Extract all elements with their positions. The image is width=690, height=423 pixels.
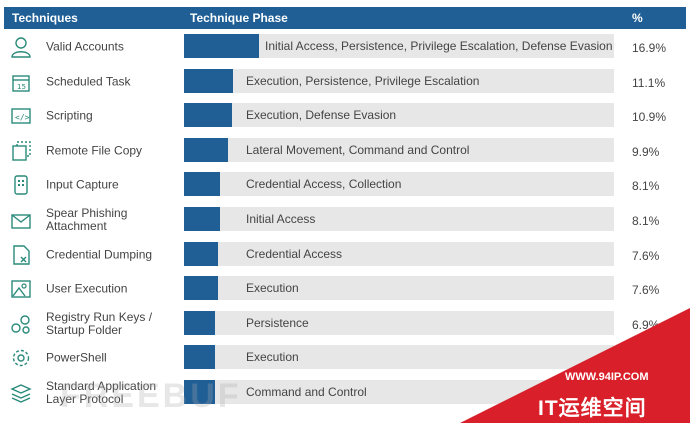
- watermark-url: WWW.94IP.COM: [565, 371, 649, 383]
- technique-phase: Persistence: [246, 315, 309, 330]
- watermark-faint: FREEBUF: [60, 377, 242, 415]
- table-header: Techniques Technique Phase %: [4, 7, 686, 29]
- percent-label: 8.1%: [632, 214, 660, 228]
- technique-label: Remote File Copy: [46, 143, 143, 158]
- table-row: User Execution Execution 7.6%: [4, 272, 686, 306]
- table-row: </> Scripting Execution, Defense Evasion 10…: [4, 99, 686, 133]
- technique-phase: Execution, Defense Evasion: [246, 108, 397, 123]
- technique-label: Input Capture: [46, 177, 119, 192]
- technique-phase: Execution: [246, 281, 299, 296]
- percent-label: 10.9%: [632, 110, 667, 125]
- svg-text:15: 15: [17, 83, 26, 91]
- watermark-name: IT运维空间: [538, 397, 647, 420]
- bar: [184, 207, 220, 231]
- technique-phase: Execution: [246, 350, 299, 365]
- table-row: Credential Dumping Credential Access 7.6%: [4, 238, 686, 272]
- technique-label: User Execution: [46, 281, 128, 296]
- bar: [184, 103, 232, 128]
- bar: [184, 241, 218, 266]
- bar-track: Execution: [184, 276, 614, 301]
- watermark-banner: [460, 308, 690, 423]
- bar-track: Initial Access, Persistence, Privilege E…: [184, 34, 614, 58]
- table-row: 15 Scheduled Task Execution, Persistence, …: [4, 65, 686, 99]
- envelope-icon: [10, 209, 32, 231]
- bar: [184, 276, 218, 301]
- bar-track: Execution, Persistence, Privilege Escala…: [184, 68, 614, 93]
- calendar-icon: 15: [10, 71, 32, 93]
- bar-track: Initial Access: [184, 207, 614, 231]
- code-icon: </>: [10, 105, 32, 127]
- document-x-icon: [10, 244, 32, 266]
- bar: [184, 345, 215, 370]
- technique-label: Scripting: [46, 108, 93, 123]
- table-row: Valid Accounts Initial Access, Persistenc…: [4, 30, 686, 64]
- percent-label: 8.1%: [632, 179, 660, 194]
- header-percent: %: [632, 11, 643, 25]
- technique-label: Standard Application Layer Protocol: [46, 379, 157, 406]
- gear-icon: [10, 347, 32, 369]
- technique-phase: Credential Access, Collection: [246, 177, 402, 192]
- image-icon: [10, 278, 32, 300]
- technique-label: Scheduled Task: [46, 74, 131, 89]
- bar-track: Execution, Defense Evasion: [184, 103, 614, 128]
- bar-track: Credential Access, Collection: [184, 172, 614, 197]
- bar: [184, 172, 220, 197]
- percent-label: 16.9%: [632, 41, 667, 55]
- technique-label: Valid Accounts: [46, 39, 124, 54]
- technique-phase: Command and Control: [246, 385, 367, 399]
- percent-label: 11.1%: [632, 75, 666, 90]
- percent-label: 7.6%: [632, 283, 660, 298]
- table-row: Remote File Copy Lateral Movement, Comman…: [4, 134, 686, 168]
- technique-label: Registry Run Keys / Startup Folder: [46, 309, 153, 337]
- technique-phase: Initial Access: [246, 212, 316, 226]
- header-phase: Technique Phase: [190, 11, 288, 25]
- technique-phase: Execution, Persistence, Privilege Escala…: [246, 73, 480, 88]
- bar: [184, 310, 215, 335]
- percent-label: 9.9%: [632, 144, 660, 159]
- layers-icon: [10, 382, 32, 404]
- bar: [184, 68, 233, 93]
- svg-text:</>: </>: [15, 113, 30, 122]
- technique-label: Credential Dumping: [46, 247, 153, 262]
- bar-track: Credential Access: [184, 241, 614, 266]
- technique-label: PowerShell: [46, 350, 107, 365]
- nodes-icon: [10, 313, 32, 335]
- technique-label: Spear Phishing Attachment: [46, 206, 128, 233]
- percent-label: 7.6%: [632, 248, 660, 263]
- user-icon: [10, 36, 32, 58]
- copy-icon: [10, 140, 32, 162]
- bar: [184, 34, 259, 58]
- technique-phase: Credential Access: [246, 246, 343, 261]
- keypad-icon: [10, 174, 32, 196]
- header-techniques: Techniques: [12, 11, 78, 25]
- technique-phase: Initial Access, Persistence, Privilege E…: [265, 39, 613, 53]
- technique-phase: Lateral Movement, Command and Control: [246, 142, 470, 157]
- table-row: Input Capture Credential Access, Collecti…: [4, 168, 686, 202]
- bar-track: Lateral Movement, Command and Control: [184, 137, 614, 162]
- bar: [184, 137, 228, 162]
- table-row: Spear Phishing Attachment Initial Access 8…: [4, 203, 686, 237]
- bar: [184, 380, 215, 404]
